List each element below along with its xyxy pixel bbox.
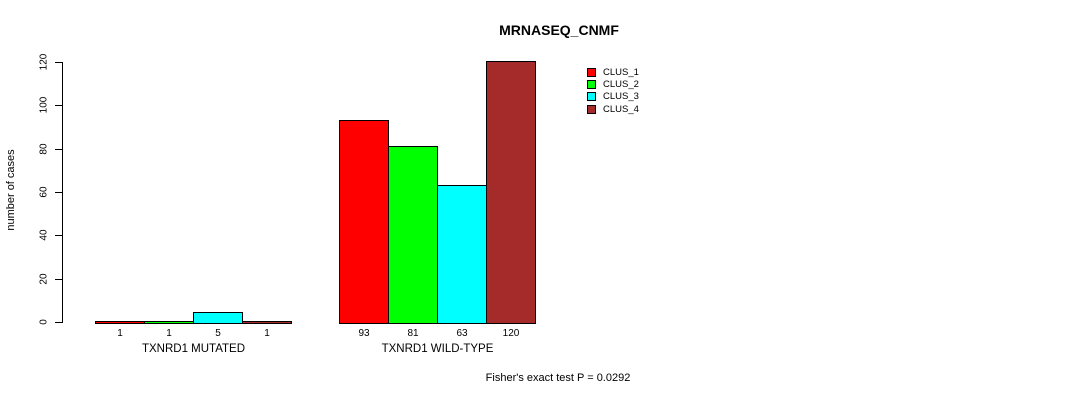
bar-value-label: 81 — [407, 328, 419, 339]
bar-value-label: 93 — [358, 328, 370, 339]
y-axis-label: number of cases — [5, 149, 17, 231]
bar-clus_2 — [144, 321, 194, 324]
y-axis-tick-label: 60 — [38, 186, 50, 198]
legend-item-clus_3: CLUS_3 — [587, 91, 639, 103]
bar-clus_1 — [339, 120, 389, 324]
y-axis-tick — [55, 235, 62, 236]
legend-item-clus_2: CLUS_2 — [587, 78, 639, 90]
bar-value-label: 1 — [166, 328, 172, 339]
legend-label: CLUS_4 — [603, 103, 639, 115]
annotation-text: Fisher's exact test P = 0.0292 — [485, 372, 631, 384]
legend-label: CLUS_3 — [603, 91, 639, 103]
legend-swatch-icon — [587, 92, 596, 102]
y-axis-tick — [55, 192, 62, 193]
y-axis-tick — [55, 322, 62, 323]
y-axis-tick — [55, 62, 62, 63]
y-axis-tick — [55, 279, 62, 280]
legend-item-clus_4: CLUS_4 — [587, 103, 639, 115]
bar-clus_4 — [242, 321, 292, 324]
bar-clus_1 — [95, 321, 145, 324]
chart-title: MRNASEQ_CNMF — [499, 22, 619, 38]
bar-clus_4 — [486, 61, 536, 324]
y-axis-tick — [55, 149, 62, 150]
legend-swatch-icon — [587, 67, 596, 77]
bar-clus_2 — [388, 146, 438, 324]
bar-value-label: 1 — [117, 328, 123, 339]
y-axis-line — [62, 62, 63, 323]
legend-label: CLUS_1 — [603, 66, 639, 78]
y-axis-tick-label: 100 — [38, 96, 50, 114]
y-axis-tick-label: 80 — [38, 143, 50, 155]
legend-swatch-icon — [587, 104, 596, 114]
y-axis-tick-label: 120 — [38, 53, 50, 71]
legend-label: CLUS_2 — [603, 78, 639, 90]
bar-value-label: 5 — [215, 328, 221, 339]
group-label: TXNRD1 MUTATED — [141, 343, 246, 355]
bar-clus_3 — [437, 185, 487, 324]
bar-value-label: 120 — [502, 328, 520, 339]
legend-swatch-icon — [587, 79, 596, 89]
legend-item-clus_1: CLUS_1 — [587, 66, 639, 78]
bar-clus_3 — [193, 312, 243, 324]
bar-value-label: 63 — [456, 328, 468, 339]
y-axis-tick-label: 20 — [38, 273, 50, 285]
y-axis-tick-label: 40 — [38, 229, 50, 241]
bar-value-label: 1 — [264, 328, 270, 339]
y-axis-tick-label: 0 — [38, 319, 50, 325]
y-axis-tick — [55, 105, 62, 106]
group-label: TXNRD1 WILD-TYPE — [381, 343, 494, 355]
legend: CLUS_1 CLUS_2 CLUS_3 CLUS_4 — [587, 66, 639, 115]
